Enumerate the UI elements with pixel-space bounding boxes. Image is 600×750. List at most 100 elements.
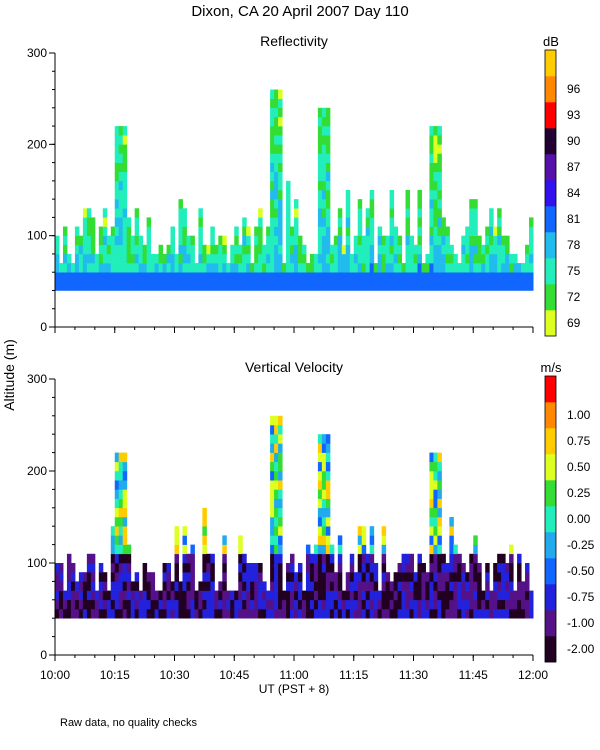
reflectivity-cell (317, 180, 323, 191)
vertical_velocity-cell (114, 535, 120, 545)
reflectivity-cell (433, 135, 438, 145)
vertical_velocity-cell (309, 572, 315, 582)
reflectivity-cell (194, 272, 199, 282)
reflectivity-cell (297, 253, 303, 264)
reflectivity-cell (138, 263, 144, 273)
vertical_velocity-cell (413, 599, 418, 610)
vertical_velocity-cell (278, 461, 283, 472)
vertical_velocity-cell (102, 572, 108, 582)
vertical_velocity-cell (182, 572, 187, 582)
vertical_velocity-cell (445, 609, 450, 619)
reflectivity-cell (437, 217, 442, 227)
reflectivity-cell (501, 281, 506, 291)
reflectivity-cell (258, 263, 263, 273)
reflectivity-cell (266, 235, 271, 246)
reflectivity-cell (286, 272, 291, 282)
vertical_velocity-cell (258, 609, 263, 619)
vertical_velocity-cell (417, 581, 422, 591)
reflectivity-cell (321, 244, 327, 255)
reflectivity-cell (329, 244, 335, 255)
reflectivity-cell (401, 263, 407, 273)
vertical_velocity-cell (369, 581, 375, 591)
reflectivity-cell (325, 180, 331, 191)
vertical_velocity-cell (206, 553, 211, 564)
vertical_velocity-cell (278, 507, 283, 518)
reflectivity-cell (469, 226, 474, 236)
vertical_velocity-cell (270, 535, 275, 545)
vertical_velocity-cell (218, 609, 223, 619)
vertical_velocity-cell (401, 563, 407, 573)
reflectivity-cell (429, 244, 434, 255)
reflectivity-cell (437, 272, 442, 282)
reflectivity-cell (393, 281, 399, 291)
vertical_velocity-cell (166, 609, 172, 619)
vertical_velocity-cell (401, 609, 407, 619)
reflectivity-cell (465, 263, 470, 273)
vertical_velocity-cell (349, 599, 355, 610)
vertical_velocity-cell (469, 563, 474, 573)
reflectivity-cell (194, 281, 199, 291)
reflectivity-cell (493, 226, 498, 236)
reflectivity-cell (114, 235, 120, 246)
reflectivity-cell (373, 281, 379, 291)
reflectivity-cell (238, 263, 243, 273)
reflectivity-cell (258, 253, 263, 264)
vertical_velocity-cell (429, 599, 434, 610)
vertical_velocity-cell (194, 609, 199, 619)
vertical_velocity-cell (357, 526, 363, 536)
reflectivity-cell (437, 126, 442, 136)
reflectivity-cell (246, 281, 251, 291)
vertical_velocity-cell (505, 599, 510, 610)
reflectivity-cell (254, 226, 259, 236)
reflectivity-cell (325, 153, 331, 163)
reflectivity-cell (457, 263, 462, 273)
reflectivity-cell (477, 281, 482, 291)
vertical_velocity-cell (513, 590, 518, 601)
vertical_velocity-cell (457, 599, 462, 610)
vertical_velocity-cell (465, 590, 470, 601)
vertical_velocity-cell (174, 599, 179, 610)
reflectivity-cell (170, 235, 175, 246)
vertical_velocity-cell (429, 553, 434, 564)
vertical_velocity-cell (238, 581, 243, 591)
reflectivity-cell (242, 235, 247, 246)
reflectivity-cell (90, 244, 96, 255)
vertical_velocity-cell (250, 609, 255, 619)
reflectivity-cell (86, 235, 92, 246)
reflectivity-cell (206, 263, 211, 273)
reflectivity-cell (381, 272, 387, 282)
reflectivity-cell (309, 253, 315, 264)
vertical_velocity-cell (246, 609, 251, 619)
vertical_velocity-cell (142, 563, 148, 573)
reflectivity-cell (290, 281, 295, 291)
vertical_velocity-cell (413, 572, 418, 582)
vertical_velocity-cell (313, 572, 319, 582)
vertical_velocity-cell (409, 599, 414, 610)
vertical_velocity-cell (114, 526, 120, 536)
reflectivity-cell (126, 281, 132, 291)
vertical_velocity-cell (325, 553, 331, 564)
vertical_velocity-cell (274, 461, 279, 472)
vertical_velocity-cell (270, 581, 275, 591)
vertical_velocity-cell (162, 581, 168, 591)
reflectivity-cell (114, 171, 120, 182)
vertical_velocity-cell (309, 590, 315, 601)
vertical_velocity-cell (206, 563, 211, 573)
reflectivity-colorbar-label: 75 (567, 264, 581, 278)
vertical_velocity-cell (429, 544, 434, 555)
reflectivity-cell (154, 253, 160, 264)
reflectivity-cell (278, 226, 283, 236)
reflectivity-cell (210, 253, 215, 264)
reflectivity-cell (198, 208, 203, 218)
vertical_velocity-cell (238, 590, 243, 601)
reflectivity-cell (82, 244, 88, 255)
vertical_velocity-cell (262, 599, 267, 610)
reflectivity-colorbar-swatch (545, 76, 556, 103)
reflectivity-cell (321, 190, 327, 200)
vertical_velocity-cell (477, 609, 482, 619)
reflectivity-cell (417, 244, 422, 255)
reflectivity-cell (270, 144, 275, 154)
vertical_velocity-cell (118, 480, 124, 490)
